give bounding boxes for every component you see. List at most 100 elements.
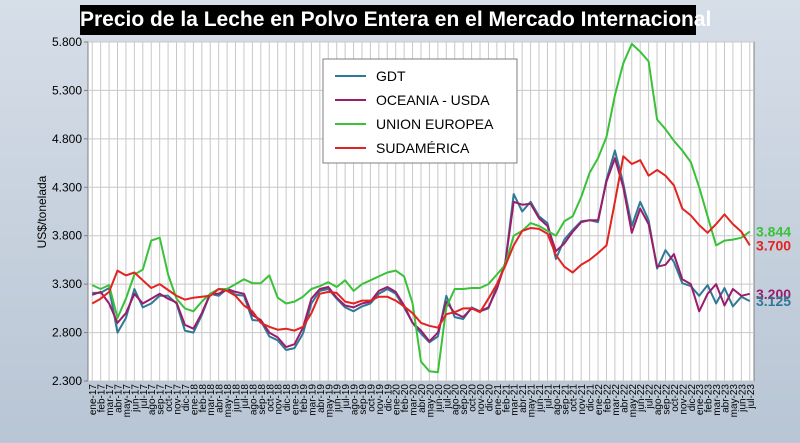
x-tick-label: nov-20 xyxy=(476,384,487,415)
x-tick-label: sep-22 xyxy=(661,384,672,415)
x-tick-label: abr-20 xyxy=(417,384,428,413)
x-axis-ticks: ene-17feb-17mar-17abr-17may-17jun-17jul-… xyxy=(88,384,757,418)
x-tick-label: ene-17 xyxy=(88,384,99,416)
x-tick-label: mar-21 xyxy=(510,384,521,416)
x-tick-label: ago-17 xyxy=(147,384,158,416)
x-tick-label: jun-21 xyxy=(535,384,546,413)
series-line-3 xyxy=(91,155,751,332)
x-tick-label: nov-21 xyxy=(577,384,588,415)
x-tick-label: mar-22 xyxy=(611,384,622,416)
series-line-2 xyxy=(91,42,751,374)
y-tick-label: 3.300 xyxy=(52,277,82,291)
x-tick-label: mar-19 xyxy=(307,384,318,416)
x-tick-label: may-17 xyxy=(122,384,133,418)
x-tick-label: ago-18 xyxy=(248,384,259,416)
x-tick-label: abr-21 xyxy=(518,384,529,413)
x-tick-label: jun-20 xyxy=(434,384,445,413)
x-tick-label: may-19 xyxy=(324,384,335,418)
x-tick-label: ago-20 xyxy=(451,384,462,416)
x-tick-label: dic-21 xyxy=(586,384,597,412)
end-label-2: 3.844 xyxy=(756,223,791,239)
x-tick-label: jul-23 xyxy=(746,384,757,410)
x-tick-label: oct-17 xyxy=(164,384,175,412)
x-tick-label: feb-17 xyxy=(97,384,108,413)
x-tick-label: ene-20 xyxy=(392,384,403,416)
x-tick-label: feb-22 xyxy=(602,384,613,413)
x-tick-label: abr-18 xyxy=(215,384,226,413)
x-tick-label: mar-17 xyxy=(105,384,116,416)
x-tick-label: oct-22 xyxy=(670,384,681,412)
x-tick-label: oct-20 xyxy=(468,384,479,412)
end-label-3: 3.700 xyxy=(756,237,791,253)
x-tick-label: feb-21 xyxy=(501,384,512,413)
x-tick-label: dic-17 xyxy=(181,384,192,412)
x-tick-label: sep-18 xyxy=(257,384,268,415)
x-tick-label: mar-18 xyxy=(206,384,217,416)
legend-label-1: OCEANIA - USDA xyxy=(376,92,490,108)
x-tick-label: jun-17 xyxy=(130,384,141,413)
x-tick-label: jun-18 xyxy=(232,384,243,413)
x-tick-label: feb-18 xyxy=(198,384,209,413)
x-tick-label: ago-21 xyxy=(552,384,563,416)
x-tick-label: jun-19 xyxy=(333,384,344,413)
x-tick-label: dic-22 xyxy=(687,384,698,412)
x-tick-label: jul-22 xyxy=(645,384,656,410)
x-tick-label: sep-20 xyxy=(459,384,470,415)
x-tick-label: may-20 xyxy=(425,384,436,418)
end-label-0: 3.125 xyxy=(756,293,791,309)
x-tick-label: jul-19 xyxy=(341,384,352,410)
x-tick-label: nov-22 xyxy=(678,384,689,415)
x-tick-label: sep-17 xyxy=(156,384,167,415)
legend-label-3: SUDAMÉRICA xyxy=(376,140,470,156)
x-tick-label: dic-18 xyxy=(282,384,293,412)
x-tick-label: dic-20 xyxy=(484,384,495,412)
x-tick-label: sep-21 xyxy=(560,384,571,415)
x-tick-label: ago-19 xyxy=(350,384,361,416)
series-lines xyxy=(91,42,751,374)
x-tick-label: sep-19 xyxy=(358,384,369,415)
x-tick-label: may-21 xyxy=(527,384,538,418)
y-axis-label: US$/tonelada xyxy=(35,175,49,248)
legend-label-0: GDT xyxy=(376,68,406,84)
x-tick-label: feb-19 xyxy=(299,384,310,413)
x-tick-label: ene-19 xyxy=(291,384,302,416)
y-tick-label: 4.800 xyxy=(52,132,82,146)
y-tick-label: 5.300 xyxy=(52,83,82,97)
x-tick-label: dic-19 xyxy=(383,384,394,412)
x-tick-label: jun-22 xyxy=(636,384,647,413)
x-tick-label: may-22 xyxy=(628,384,639,418)
x-tick-label: abr-22 xyxy=(619,384,630,413)
y-tick-label: 4.300 xyxy=(52,180,82,194)
x-tick-label: may-23 xyxy=(729,384,740,418)
y-tick-label: 2.800 xyxy=(52,326,82,340)
x-tick-label: jul-20 xyxy=(442,384,453,410)
legend-label-2: UNION EUROPEA xyxy=(376,116,494,132)
chart-title: Precio de la Leche en Polvo Entera en el… xyxy=(80,8,712,31)
x-tick-label: jul-21 xyxy=(543,384,554,410)
chart-title-box: Precio de la Leche en Polvo Entera en el… xyxy=(80,5,712,35)
x-tick-label: oct-18 xyxy=(265,384,276,412)
x-tick-label: oct-19 xyxy=(366,384,377,412)
y-axis-ticks: 2.300 2.800 3.300 3.800 4.300 4.800 5.300 5.800 xyxy=(52,35,88,388)
y-tick-label: 2.300 xyxy=(52,374,82,388)
x-tick-label: abr-23 xyxy=(720,384,731,413)
end-label-1: 3.200 xyxy=(756,286,791,302)
x-tick-label: nov-17 xyxy=(173,384,184,415)
x-tick-label: nov-18 xyxy=(274,384,285,415)
x-tick-label: ene-23 xyxy=(695,384,706,416)
x-tick-label: jul-18 xyxy=(240,384,251,410)
y-tick-label: 5.800 xyxy=(52,35,82,49)
series-line-1 xyxy=(91,157,751,349)
x-tick-label: mar-23 xyxy=(712,384,723,416)
x-tick-label: jul-17 xyxy=(139,384,150,410)
x-tick-label: ene-22 xyxy=(594,384,605,416)
x-tick-label: abr-17 xyxy=(114,384,125,413)
x-tick-label: feb-20 xyxy=(400,384,411,413)
x-tick-label: ene-18 xyxy=(189,384,200,416)
y-tick-label: 3.800 xyxy=(52,229,82,243)
legend: GDT OCEANIA - USDA UNION EUROPEA SUDAMÉRICA xyxy=(335,68,494,156)
x-tick-label: ene-21 xyxy=(493,384,504,416)
x-tick-label: mar-20 xyxy=(409,384,420,416)
